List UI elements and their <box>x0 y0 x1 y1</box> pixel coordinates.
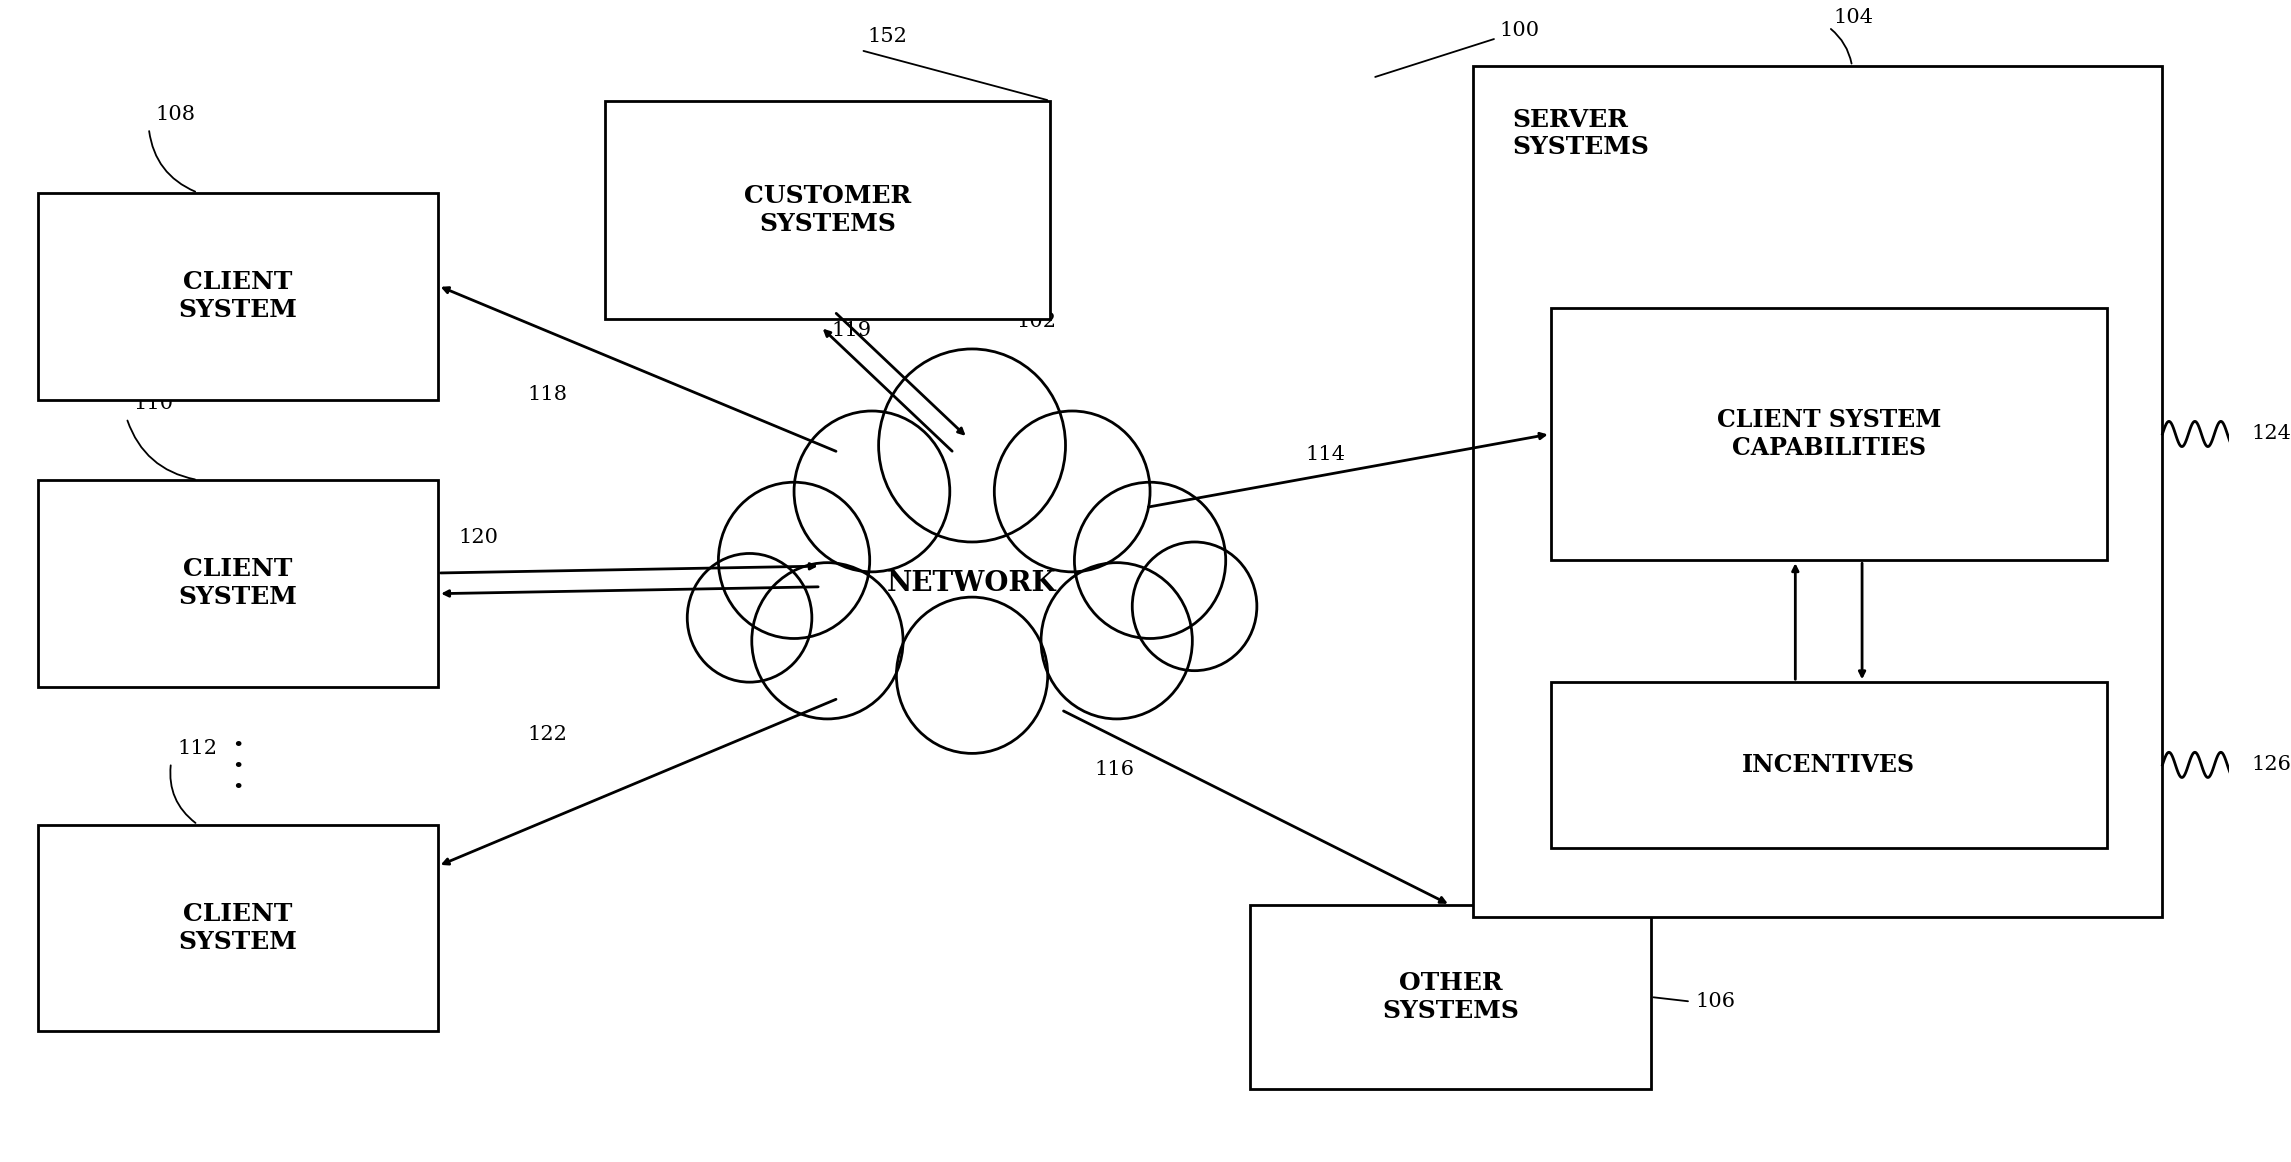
Circle shape <box>719 482 871 638</box>
FancyBboxPatch shape <box>1473 66 2163 917</box>
FancyBboxPatch shape <box>1551 682 2108 847</box>
Text: SERVER
SYSTEMS: SERVER SYSTEMS <box>1512 108 1650 159</box>
Text: 126: 126 <box>2252 755 2291 774</box>
Text: CLIENT SYSTEM
CAPABILITIES: CLIENT SYSTEM CAPABILITIES <box>1716 408 1940 460</box>
Circle shape <box>880 349 1065 541</box>
Text: 104: 104 <box>1833 8 1874 27</box>
Text: 124: 124 <box>2252 424 2291 444</box>
Text: CLIENT
SYSTEM: CLIENT SYSTEM <box>179 902 298 954</box>
Circle shape <box>751 562 903 719</box>
Text: 122: 122 <box>527 725 566 744</box>
Text: 102: 102 <box>1017 311 1056 330</box>
Circle shape <box>1132 541 1258 670</box>
Text: 120: 120 <box>458 528 497 547</box>
Text: •
•
•: • • • <box>231 738 243 797</box>
Text: 152: 152 <box>868 27 907 45</box>
Text: 119: 119 <box>832 321 873 339</box>
FancyBboxPatch shape <box>37 825 438 1032</box>
FancyBboxPatch shape <box>37 193 438 400</box>
Text: 100: 100 <box>1375 21 1540 77</box>
FancyBboxPatch shape <box>1551 308 2108 560</box>
Text: NETWORK: NETWORK <box>887 569 1056 597</box>
Circle shape <box>687 553 811 682</box>
FancyBboxPatch shape <box>37 480 438 687</box>
Text: CLIENT
SYSTEM: CLIENT SYSTEM <box>179 271 298 322</box>
Text: 106: 106 <box>1695 992 1734 1011</box>
Circle shape <box>795 411 951 572</box>
Circle shape <box>896 597 1047 753</box>
Circle shape <box>1040 562 1191 719</box>
Text: 110: 110 <box>133 394 174 414</box>
Text: INCENTIVES: INCENTIVES <box>1741 753 1915 777</box>
Text: CUSTOMER
SYSTEMS: CUSTOMER SYSTEMS <box>745 184 912 236</box>
FancyBboxPatch shape <box>605 101 1049 320</box>
Circle shape <box>1074 482 1226 638</box>
FancyBboxPatch shape <box>1251 905 1652 1089</box>
Text: OTHER
SYSTEMS: OTHER SYSTEMS <box>1381 971 1519 1023</box>
Text: 108: 108 <box>156 105 195 123</box>
Text: 112: 112 <box>179 739 218 758</box>
Text: 118: 118 <box>527 385 568 404</box>
Text: 114: 114 <box>1306 445 1345 464</box>
Text: CLIENT
SYSTEM: CLIENT SYSTEM <box>179 558 298 609</box>
Text: 116: 116 <box>1095 760 1134 779</box>
Circle shape <box>994 411 1150 572</box>
